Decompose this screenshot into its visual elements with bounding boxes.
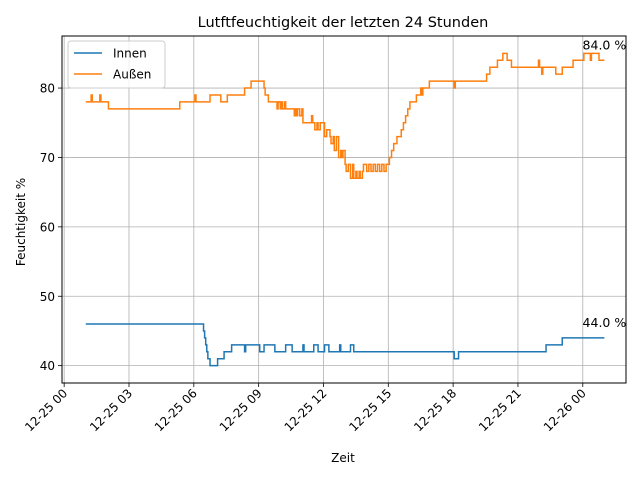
legend-label: Außen [113, 68, 151, 82]
x-tick-label: 12-25 09 [217, 386, 265, 434]
value-annotation: 44.0 % [583, 315, 627, 330]
series-line-au-en [85, 52, 605, 180]
annotations: 84.0 % 44.0 % [583, 37, 627, 330]
x-tick-label: 12-25 12 [282, 386, 330, 434]
legend: Innen Außen [67, 40, 166, 89]
x-tick-label: 12-25 06 [152, 386, 200, 434]
x-axis: 12-25 00 12-25 03 12-25 06 12-25 09 12-25 12… [22, 383, 589, 434]
y-tick-label: 60 [40, 220, 55, 234]
chart-title: Lutftfeuchtigkeit der letzten 24 Stunden [198, 15, 489, 31]
y-tick-label: 70 [40, 151, 55, 165]
x-tick-label: 12-26 00 [541, 386, 589, 434]
grid-lines [62, 36, 626, 383]
y-axis: 40 50 60 70 80 [40, 82, 62, 373]
y-tick-label: 40 [40, 359, 55, 373]
x-axis-label: Zeit [331, 451, 355, 465]
value-annotation: 84.0 % [583, 37, 627, 52]
legend-label: Innen [113, 47, 147, 61]
series-line-innen [85, 323, 605, 367]
x-tick-label: 12-25 15 [346, 386, 394, 434]
series-layer [85, 52, 605, 367]
y-tick-label: 80 [40, 82, 55, 96]
x-tick-label: 12-25 00 [22, 386, 70, 434]
plot-area [61, 35, 627, 384]
y-axis-label: Feuchtigkeit % [14, 178, 28, 266]
x-tick-label: 12-25 21 [476, 386, 524, 434]
y-tick-label: 50 [40, 290, 55, 304]
x-tick-label: 12-25 18 [411, 386, 459, 434]
x-tick-label: 12-25 03 [87, 386, 135, 434]
